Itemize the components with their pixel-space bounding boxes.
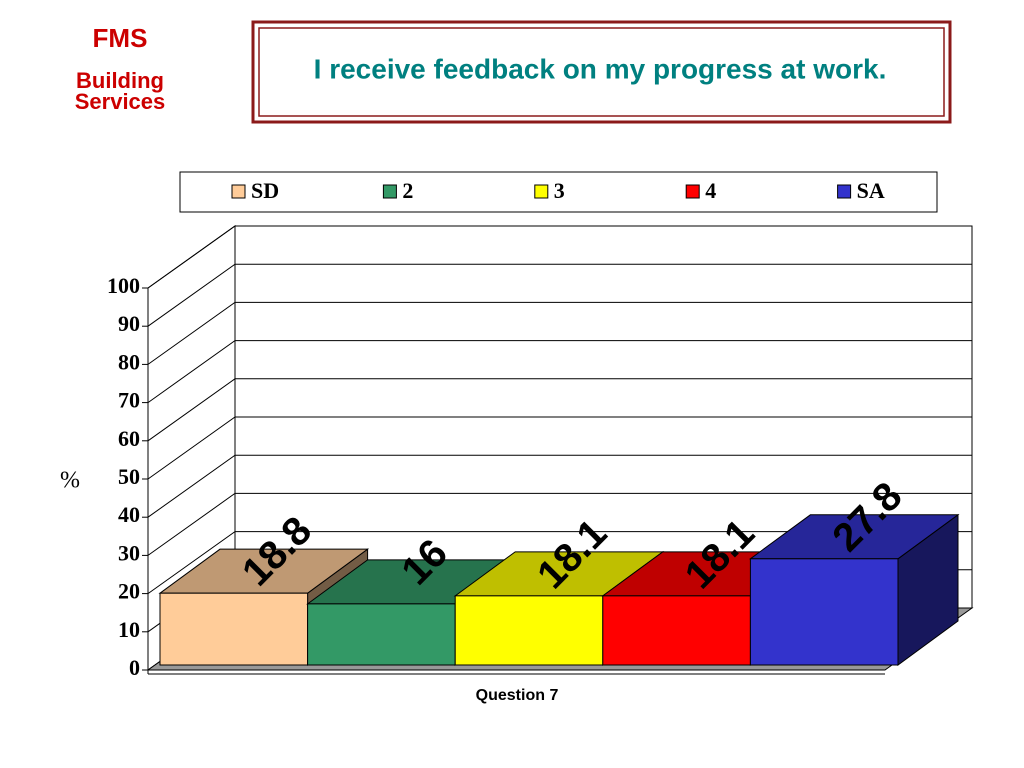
grid-line (147, 416, 972, 480)
grid-line (147, 454, 972, 518)
legend-swatch (685, 184, 700, 199)
bar (749, 558, 899, 666)
y-axis-label: % (60, 468, 80, 494)
y-tick-label: 60 (118, 426, 140, 451)
legend-swatch (231, 184, 246, 199)
y-tick-label: 30 (118, 540, 140, 565)
y-tick-label: 50 (118, 464, 140, 489)
y-tick-label: 20 (118, 579, 140, 604)
y-tick-label: 90 (118, 311, 140, 336)
y-tick-label: 100 (107, 273, 140, 298)
y-tick-label: 80 (118, 349, 140, 374)
legend-label: SA (857, 178, 885, 203)
legend-label: 3 (554, 178, 565, 203)
bar (307, 603, 456, 666)
grid-line (147, 492, 972, 556)
legend-swatch (534, 184, 549, 199)
grid-line (147, 340, 972, 404)
y-tick-label: 10 (118, 617, 140, 642)
legend-label: SD (251, 178, 279, 203)
title-frame-inner (258, 27, 945, 117)
legend-swatch (382, 184, 397, 199)
chart-title: I receive feedback on my progress at wor… (314, 53, 887, 84)
y-tick-label: 70 (118, 388, 140, 413)
legend-label: 4 (705, 178, 716, 203)
y-tick-label: 0 (129, 655, 140, 680)
logo-line: Services (75, 89, 166, 114)
grid-line (147, 301, 972, 365)
grid-line (147, 378, 972, 442)
logo-line: Building (76, 68, 164, 93)
grid-line (147, 263, 972, 327)
bar (454, 595, 604, 666)
legend-swatch (837, 184, 852, 199)
bar (159, 592, 309, 666)
y-tick-label: 40 (118, 502, 140, 527)
logo-line: FMS (93, 23, 148, 53)
x-tick-label: Question 7 (476, 687, 559, 704)
grid-line (147, 225, 972, 289)
title-frame (251, 20, 952, 124)
legend (179, 171, 938, 213)
grid-line (147, 531, 972, 595)
bar (602, 595, 751, 666)
legend-label: 2 (402, 178, 413, 203)
